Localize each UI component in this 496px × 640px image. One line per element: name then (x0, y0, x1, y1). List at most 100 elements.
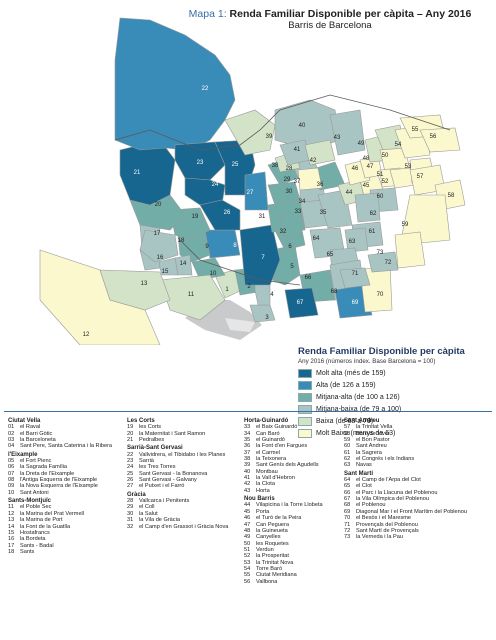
neighborhood-number: 12 (8, 510, 15, 517)
neighborhood-entry: 12 la Marina del Prat Vermell (8, 511, 112, 517)
barri-59-region (399, 194, 451, 246)
district-heading: l'Eixample (8, 451, 38, 458)
neighborhood-name: el Parc i la Llacuna del Poblenou (356, 489, 438, 496)
neighborhood-number: 18 (8, 548, 15, 555)
neighborhood-name: la Sagrera (356, 449, 382, 456)
neighborhood-number: 73 (344, 534, 351, 541)
neighborhood-name: Navas (356, 462, 372, 469)
neighborhood-entry: 10 Sant Antoni (8, 490, 112, 496)
neighborhood-entry: 09 la Nova Esquerra de l'Eixample (8, 483, 112, 489)
district-heading: Sarrià-Sant Gervasi (127, 445, 183, 452)
barri-68-number: 68 (331, 289, 338, 295)
barri-58-number: 58 (448, 193, 455, 199)
neighborhood-entry: 01 el Raval (8, 424, 112, 430)
barri-33-number: 33 (295, 209, 302, 215)
neighborhood-name: Montbau (256, 468, 278, 475)
neighborhood-number: 25 (127, 470, 134, 477)
neighborhood-entry: 15 Hostafrancs (8, 530, 112, 536)
district-heading: Sant Martí (344, 470, 374, 477)
barri-32-region (279, 211, 303, 239)
neighborhood-entry: 24 les Tres Torres (127, 464, 228, 470)
barri-60-number: 60 (377, 194, 384, 200)
neighborhood-entry: 32 el Camp d'en Grassot i Gràcia Nova (127, 524, 228, 530)
neighborhood-entry: 28 Vallcarca i Penitents (127, 498, 228, 504)
neighborhood-number: 35 (244, 437, 251, 444)
neighborhood-name: Hostafrancs (20, 529, 50, 536)
barri-10-number: 10 (210, 271, 217, 277)
neighborhood-name: Can Baró (256, 430, 280, 437)
neighborhood-name: la Marina del Prat Vermell (20, 510, 85, 517)
neighborhood-number: 42 (244, 481, 251, 488)
neighborhood-number: 21 (127, 437, 134, 444)
neighborhood-number: 36 (244, 443, 251, 450)
neighborhood-entry: 38 la Teixonera (244, 456, 323, 462)
barri-31-number: 31 (259, 214, 266, 220)
neighborhood-number: 40 (244, 468, 251, 475)
neighborhood-name: la Clota (256, 481, 275, 488)
district-heading: Gràcia (127, 491, 146, 498)
neighborhood-name: el Camp de l'Arpa del Clot (356, 477, 421, 484)
neighborhood-entry: 57 la Trinitat Vella (344, 424, 467, 430)
barri-40-number: 40 (299, 123, 306, 129)
neighborhood-number: 52 (244, 553, 251, 560)
neighborhood-name: Sant Antoni (20, 489, 49, 496)
neighborhood-entry: 42 la Clota (244, 481, 323, 487)
neighborhood-entry: 56 Vallbona (244, 579, 323, 585)
neighborhood-number: 23 (127, 458, 134, 465)
neighborhood-number: 38 (244, 456, 251, 463)
barri-17-number: 17 (154, 231, 161, 237)
district-heading: Nou Barris (244, 496, 275, 503)
neighborhood-name: el Poble Sec (20, 504, 52, 511)
neighborhood-entry: 40 Montbau (244, 469, 323, 475)
neighborhood-entry: 20 la Maternitat i Sant Ramon (127, 431, 228, 437)
barri-15-region (157, 257, 179, 276)
index-column: Sant Andreu 57 la Trinitat Vella 58 Baró de … (344, 418, 467, 541)
barri-22-number: 22 (202, 86, 209, 92)
neighborhood-name: Diagonal Mar i el Front Marítim del Pobl… (356, 508, 467, 515)
neighborhood-name: el Bon Pastor (356, 437, 390, 444)
barri-12-number: 12 (83, 332, 90, 338)
barri-47-number: 47 (367, 164, 374, 170)
neighborhood-number: 59 (344, 437, 351, 444)
neighborhood-number: 71 (344, 521, 351, 528)
neighborhood-name: Baró de Viver (356, 430, 390, 437)
neighborhood-entry: 72 Sant Martí de Provençals (344, 528, 467, 534)
barri-1-number: 1 (225, 287, 229, 293)
barri-6-number: 6 (288, 244, 292, 250)
neighborhood-number: 41 (244, 475, 251, 482)
barri-57-number: 57 (417, 174, 424, 180)
neighborhood-number: 51 (244, 546, 251, 553)
barri-67-region (284, 287, 319, 319)
neighborhood-entry: 71 Provençals del Poblenou (344, 522, 467, 528)
neighborhood-number: 17 (8, 542, 15, 549)
neighborhood-name: Sant Genís dels Agudells (256, 462, 319, 469)
neighborhood-name: el Besòs i el Maresme (356, 515, 412, 522)
neighborhood-entry: 35 el Guinardó (244, 437, 323, 443)
neighborhood-name: Porta (256, 508, 270, 515)
neighborhood-number: 53 (244, 559, 251, 566)
neighborhood-number: 13 (8, 517, 15, 524)
neighborhood-name: la Dreta de l'Eixample (20, 470, 75, 477)
coastline (0, 250, 496, 345)
neighborhood-number: 24 (127, 464, 134, 471)
legend-item: Molt Baixa (menys de 63) (298, 428, 488, 439)
choropleth-map: 1 234567891011121314151617181920212223242… (0, 17, 496, 345)
neighborhood-entry: 49 Canyelles (244, 534, 323, 540)
district-heading: Sants-Montjuïc (8, 498, 51, 505)
barri-72-region (367, 251, 399, 273)
barri-52-number: 52 (382, 179, 389, 185)
neighborhood-name: la Trinitat Vella (356, 424, 393, 431)
neighborhood-name: Can Peguera (256, 521, 289, 528)
barri-39-region (224, 109, 276, 156)
barri-5-number: 5 (290, 264, 294, 270)
barri-18-region (139, 229, 179, 263)
neighborhood-name: Canyelles (256, 534, 281, 541)
barri-71-number: 71 (352, 271, 359, 277)
neighborhood-entry: 55 Ciutat Meridiana (244, 572, 323, 578)
barri-43-number: 43 (334, 135, 341, 141)
neighborhood-name: Vallcarca i Penitents (139, 498, 190, 505)
neighborhood-entry: 67 la Vila Olímpica del Poblenou (344, 496, 467, 502)
neighborhood-name: la Vila Olímpica del Poblenou (356, 496, 429, 503)
neighborhood-entry: 31 la Vila de Gràcia (127, 517, 228, 523)
legend-item: Molt alta (més de 159) (298, 368, 488, 379)
